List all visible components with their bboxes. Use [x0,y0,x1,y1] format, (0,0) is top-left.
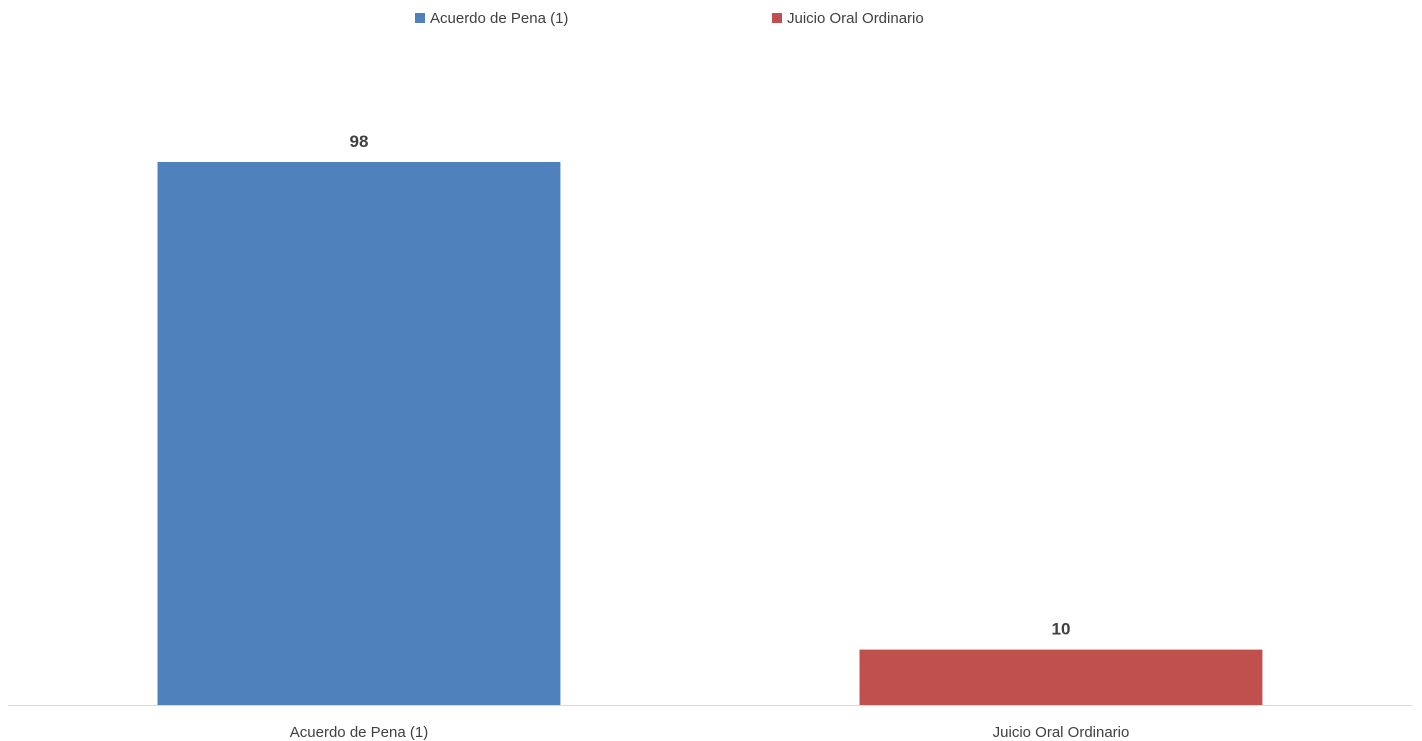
bar-1 [157,162,561,705]
legend-swatch-1 [415,13,425,23]
legend-label-2: Juicio Oral Ordinario [787,10,924,27]
x-tick-label-2: Juicio Oral Ordinario [993,724,1130,741]
bar-2 [859,649,1263,705]
value-labels-group: 98 10 [350,132,1071,639]
bars-group [157,162,1263,705]
data-label-2: 10 [1052,620,1071,639]
legend-swatch-2 [772,13,782,23]
data-label-1: 98 [350,132,369,151]
x-tick-labels-group: Acuerdo de Pena (1) Juicio Oral Ordinario [290,724,1130,741]
legend: Acuerdo de Pena (1) Juicio Oral Ordinario [415,10,924,27]
x-tick-label-1: Acuerdo de Pena (1) [290,724,428,741]
legend-label-1: Acuerdo de Pena (1) [430,10,568,27]
